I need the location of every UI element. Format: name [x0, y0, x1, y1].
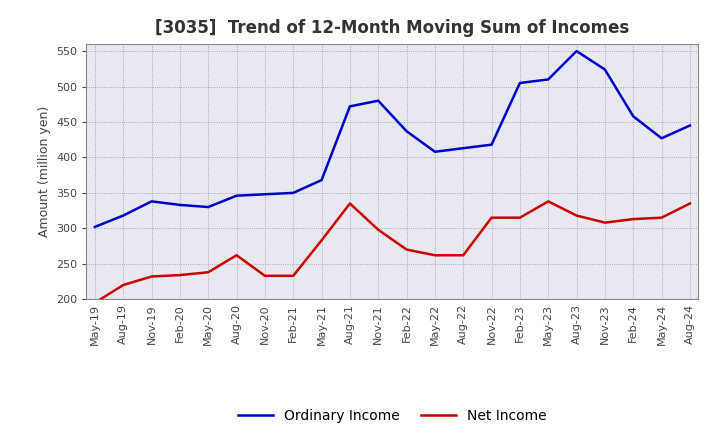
Net Income [318, 238, 326, 243]
Net Income [572, 213, 581, 218]
Net Income [91, 300, 99, 305]
Net Income [289, 273, 297, 279]
Legend: Ordinary Income, Net Income: Ordinary Income, Net Income [233, 403, 552, 428]
Ordinary Income [91, 224, 99, 230]
Net Income [657, 215, 666, 220]
Ordinary Income [459, 146, 467, 151]
Ordinary Income [148, 199, 156, 204]
Title: [3035]  Trend of 12-Month Moving Sum of Incomes: [3035] Trend of 12-Month Moving Sum of I… [156, 19, 629, 37]
Ordinary Income [572, 48, 581, 54]
Net Income [600, 220, 609, 225]
Net Income [516, 215, 524, 220]
Net Income [374, 227, 382, 232]
Ordinary Income [289, 190, 297, 195]
Net Income [544, 199, 552, 204]
Ordinary Income [374, 98, 382, 103]
Net Income [459, 253, 467, 258]
Y-axis label: Amount (million yen): Amount (million yen) [37, 106, 50, 237]
Net Income [685, 201, 694, 206]
Net Income [487, 215, 496, 220]
Net Income [402, 247, 411, 252]
Net Income [346, 201, 354, 206]
Ordinary Income [657, 136, 666, 141]
Ordinary Income [402, 128, 411, 134]
Net Income [176, 272, 184, 278]
Ordinary Income [233, 193, 241, 198]
Ordinary Income [176, 202, 184, 208]
Ordinary Income [346, 104, 354, 109]
Ordinary Income [487, 142, 496, 147]
Ordinary Income [261, 192, 269, 197]
Net Income [204, 270, 212, 275]
Ordinary Income [516, 81, 524, 86]
Ordinary Income [318, 177, 326, 183]
Ordinary Income [600, 67, 609, 72]
Ordinary Income [544, 77, 552, 82]
Ordinary Income [685, 123, 694, 128]
Net Income [148, 274, 156, 279]
Line: Ordinary Income: Ordinary Income [95, 51, 690, 227]
Net Income [233, 253, 241, 258]
Ordinary Income [204, 205, 212, 210]
Net Income [261, 273, 269, 279]
Net Income [431, 253, 439, 258]
Ordinary Income [629, 114, 637, 119]
Line: Net Income: Net Income [95, 202, 690, 303]
Net Income [629, 216, 637, 222]
Ordinary Income [431, 149, 439, 154]
Net Income [119, 282, 127, 288]
Ordinary Income [119, 213, 127, 218]
